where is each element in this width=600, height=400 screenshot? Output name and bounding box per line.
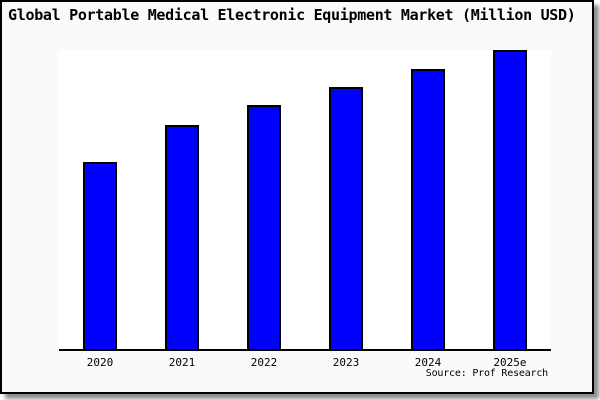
source-label: Source: Prof Research xyxy=(425,368,548,379)
bar-2020 xyxy=(83,162,117,351)
bar-2023 xyxy=(329,87,363,351)
bar-2025e xyxy=(493,50,527,351)
bar-2022 xyxy=(247,105,281,351)
chart-title: Global Portable Medical Electronic Equip… xyxy=(8,6,576,24)
x-tick-label-2024: 2024 xyxy=(414,356,442,369)
x-tick-label-2022: 2022 xyxy=(250,356,278,369)
x-tick-label-2020: 2020 xyxy=(86,356,114,369)
plot-area xyxy=(59,50,551,351)
bar-2021 xyxy=(165,125,199,351)
bar-2024 xyxy=(411,69,445,351)
chart-window: Global Portable Medical Electronic Equip… xyxy=(0,0,594,394)
x-tick-label-2025e: 2025e xyxy=(493,356,527,369)
x-tick-label-2021: 2021 xyxy=(168,356,196,369)
x-axis-line xyxy=(59,349,551,351)
x-tick-label-2023: 2023 xyxy=(332,356,360,369)
